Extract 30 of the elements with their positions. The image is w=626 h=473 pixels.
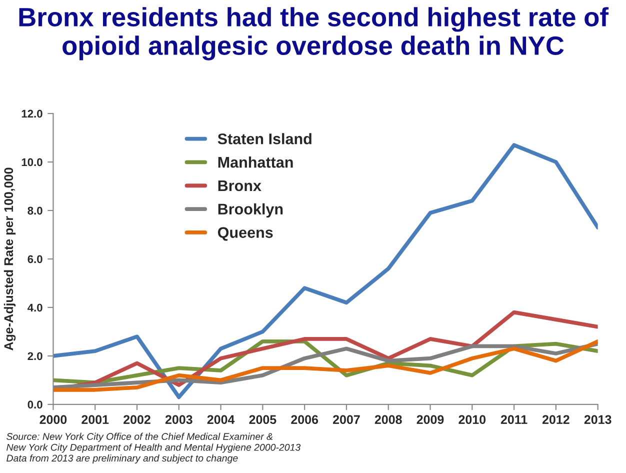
x-tick-label: 2012: [542, 415, 570, 424]
x-tick-label: 2006: [291, 415, 318, 424]
chart-title: Bronx residents had the second highest rate of opioid analgesic overdose death in NYC: [19, 7, 609, 60]
line-series: [53, 143, 598, 400]
x-tick-label: 2013: [584, 415, 612, 424]
x-tick-label: 2000: [40, 415, 67, 424]
x-tick-label: 2001: [82, 415, 109, 424]
y-tick-label: 4.0: [28, 304, 42, 312]
legend-label: Bronx: [218, 180, 262, 192]
x-tick-label: 2008: [374, 415, 402, 424]
x-tick-label: 2010: [458, 415, 486, 424]
y-axis-title: Age-Adjusted Rate per 100,000: [4, 168, 16, 350]
source-note: Source: New York City Office of the Chief Medical Examiner & New York City Department of Health and Mental Hygiene 2000-2013 Data from 2013 are preliminary and subject to change: [6, 432, 301, 464]
y-tick-label: 6.0: [28, 255, 42, 264]
legend-label: Staten Island: [218, 133, 312, 144]
x-tick-label: 2002: [124, 415, 150, 424]
legend-label: Queens: [218, 227, 273, 241]
x-tick-label: 2009: [416, 415, 444, 424]
x-tick-label: 2011: [500, 415, 528, 424]
x-tick-label: 2005: [249, 415, 276, 424]
x-tick-label: 2007: [333, 415, 360, 424]
legend-label: Manhattan: [218, 156, 293, 168]
x-tick-label: 2004: [207, 415, 235, 424]
y-tick-label: 10.0: [22, 158, 42, 166]
y-tick-label: 0.0: [28, 400, 42, 409]
legend-label: Brooklyn: [218, 203, 283, 218]
x-tick-label: 2003: [165, 415, 192, 424]
y-tick-label: 12.0: [22, 110, 42, 118]
y-tick-label: 8.0: [28, 206, 42, 215]
y-tick-label: 2.0: [28, 352, 42, 360]
